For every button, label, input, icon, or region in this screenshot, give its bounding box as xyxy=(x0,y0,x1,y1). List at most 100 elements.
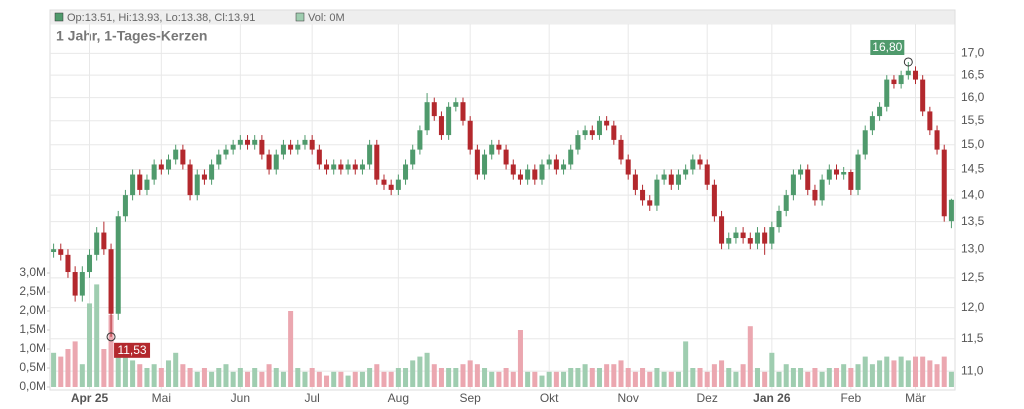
candle-body xyxy=(869,116,875,131)
candle-body xyxy=(640,189,646,201)
candle-body xyxy=(316,149,322,165)
candle-body xyxy=(546,159,552,165)
plot-frame xyxy=(49,9,956,391)
low-label: 11,53 xyxy=(117,343,146,357)
candle-body xyxy=(245,139,251,145)
grid xyxy=(50,24,955,390)
header-bar xyxy=(50,10,955,25)
candle-body xyxy=(223,149,229,155)
volume-bar xyxy=(51,352,57,387)
candle-body xyxy=(905,70,911,76)
volume-bar xyxy=(280,371,286,387)
candle-body xyxy=(898,75,904,85)
candle-body xyxy=(410,149,416,165)
candle-body xyxy=(79,272,85,296)
candle-body xyxy=(288,144,294,150)
volume-bar xyxy=(668,371,674,387)
volume-bar xyxy=(173,352,179,387)
volume-bar xyxy=(72,341,78,387)
volume-bar xyxy=(790,368,796,387)
ohlc-info: Op:13.51, Hi:13.93, Lo:13.38, Cl:13.91 xyxy=(67,12,255,24)
candle-body xyxy=(158,164,164,170)
volume-bar xyxy=(216,368,222,387)
candle-body xyxy=(726,238,732,244)
volume-bar xyxy=(740,364,746,387)
candle-body xyxy=(51,249,57,253)
y-tick-label: 14,0 xyxy=(961,187,985,201)
volume-bar xyxy=(424,352,430,387)
volume-bar xyxy=(704,371,710,387)
candle-body xyxy=(589,130,595,136)
volume-tick-label: 0,5M xyxy=(19,360,46,374)
x-tick-label: Jul xyxy=(304,391,319,405)
candle-body xyxy=(647,200,653,206)
candle-body xyxy=(201,174,207,180)
candle-body xyxy=(324,164,330,170)
candle-body xyxy=(539,164,545,180)
candle-body xyxy=(805,169,811,190)
candle-body xyxy=(719,216,725,244)
candle-body xyxy=(345,164,351,170)
candle-body xyxy=(503,149,509,165)
volume-bar xyxy=(711,364,717,387)
volume-bar xyxy=(108,314,114,387)
candle-body xyxy=(625,159,631,175)
candle-body xyxy=(252,139,258,145)
candle-body xyxy=(388,184,394,190)
volume-bar xyxy=(374,364,380,387)
x-tick-label: Nov xyxy=(618,391,639,405)
candle-body xyxy=(790,174,796,196)
candle-body xyxy=(209,164,215,180)
volume-bar xyxy=(230,371,236,387)
volume-bar xyxy=(769,352,775,387)
volume-bar xyxy=(640,368,646,387)
volume-bar xyxy=(223,364,229,387)
volume-bar xyxy=(352,371,358,387)
volume-bar xyxy=(489,371,495,387)
volume-bar xyxy=(438,368,444,387)
volume-bar xyxy=(482,368,488,387)
candle-body xyxy=(769,227,775,244)
candle-body xyxy=(697,159,703,165)
candle-body xyxy=(575,135,581,150)
volume-bar xyxy=(288,311,294,387)
volume-bar xyxy=(86,303,93,387)
candle-body xyxy=(130,174,136,196)
candle-body xyxy=(683,169,689,175)
volume-bar xyxy=(446,368,452,387)
volume-bar xyxy=(754,368,760,387)
x-tick-label: Mai xyxy=(152,391,171,405)
candle-body xyxy=(525,169,531,180)
volume-bar xyxy=(596,368,602,387)
volume-bar xyxy=(151,364,157,387)
candle-body xyxy=(137,174,143,190)
candle-body xyxy=(489,144,495,155)
candle-body xyxy=(884,79,890,107)
candle-body xyxy=(668,174,674,185)
volume-bar xyxy=(101,349,107,387)
volume-bar xyxy=(417,356,423,387)
candle-body xyxy=(367,144,373,165)
candle-body xyxy=(654,179,660,206)
candle-body xyxy=(841,172,847,175)
y-tick-label: 15,5 xyxy=(961,113,985,127)
candle-body xyxy=(582,130,588,136)
candle-body xyxy=(173,149,179,160)
candle-body xyxy=(704,164,710,185)
candle-body xyxy=(920,79,926,112)
low-label-box xyxy=(114,342,151,358)
volume-bar xyxy=(266,364,272,387)
candle-body xyxy=(467,120,473,150)
y-tick-label: 12,0 xyxy=(961,300,985,314)
x-tick-label: Aug xyxy=(388,391,409,405)
candle-body xyxy=(417,130,423,150)
volume-bar xyxy=(884,356,890,387)
candle-body xyxy=(359,164,365,170)
volume-bar xyxy=(403,368,409,387)
low-marker xyxy=(106,332,116,342)
volume-bar xyxy=(309,368,315,387)
volume-bar xyxy=(912,356,919,387)
candle-body xyxy=(187,164,193,196)
candle-body xyxy=(812,189,818,201)
y-tick-label: 17,0 xyxy=(961,46,985,60)
